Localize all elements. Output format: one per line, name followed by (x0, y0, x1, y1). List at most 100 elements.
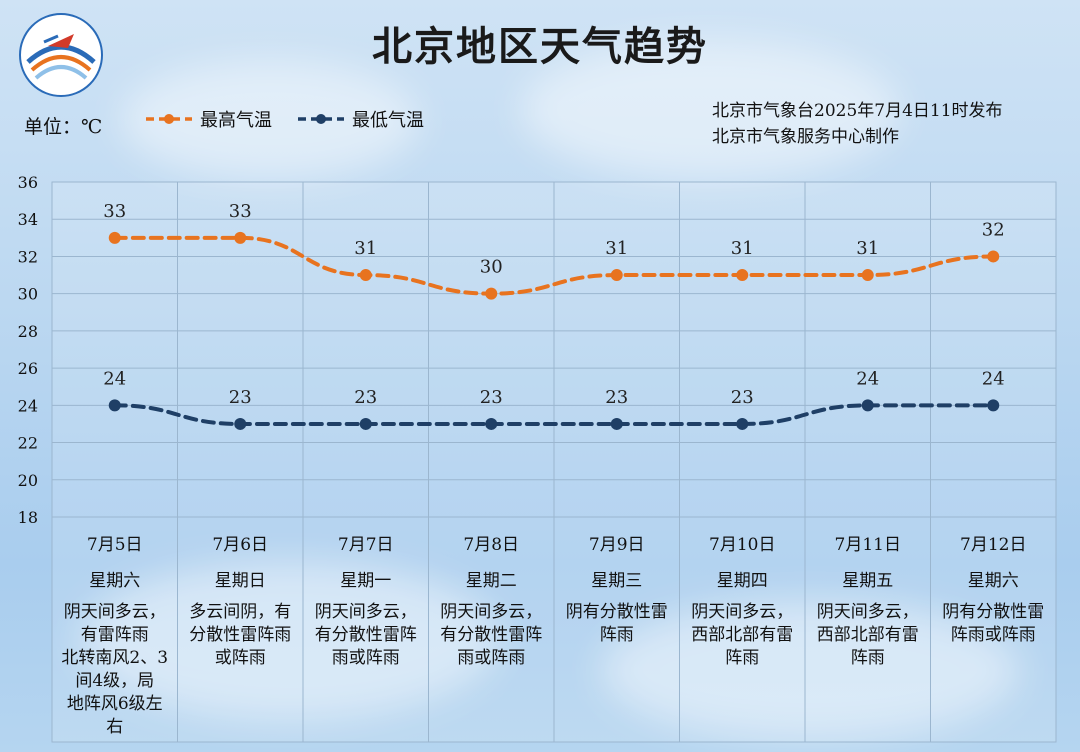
weather-description: 阴有分散性雷 阵雨或阵雨 (931, 601, 1057, 647)
legend-low-temp: 最低气温 (296, 106, 424, 132)
weekday-label: 星期六 (89, 571, 141, 591)
high-temp-data-label: 33 (103, 201, 126, 222)
high-temp-data-label: 31 (354, 238, 377, 259)
page-title: 北京地区天气趋势 (372, 23, 708, 70)
low-temp-point (610, 417, 623, 430)
low-temp-data-label: 23 (480, 387, 503, 408)
low-temp-line (112, 403, 996, 426)
weather-description: 阴天间多云， 西部北部有雷 阵雨 (680, 601, 806, 670)
weather-description-line: 分散性雷阵雨 (189, 625, 292, 645)
high-temp-data-label: 33 (229, 201, 252, 222)
high-temp-data-label: 30 (480, 257, 503, 278)
high-temp-point (359, 269, 372, 282)
low-temp-data-label: 23 (229, 387, 252, 408)
low-temp-data-label: 24 (103, 368, 126, 389)
legend-low-label: 最低气温 (352, 110, 424, 131)
weather-description-line: 有分散性雷阵 (314, 625, 417, 645)
high-temp-point (108, 231, 121, 244)
legend-high-label: 最高气温 (200, 110, 272, 131)
low-temp-point (485, 417, 498, 430)
low-temp-point (234, 417, 247, 430)
weekday-label: 星期四 (716, 571, 768, 591)
low-temp-data-label: 23 (354, 387, 377, 408)
weather-description-line: 雨或阵雨 (457, 648, 526, 668)
weekday-label: 星期六 (967, 571, 1019, 591)
y-tick-label: 18 (18, 508, 38, 527)
y-tick-label: 32 (18, 247, 38, 266)
y-tick-label: 24 (18, 396, 38, 415)
high-temp-point (736, 269, 749, 282)
low-temp-point (108, 399, 121, 412)
weather-description: 阴天间多云， 有分散性雷阵 雨或阵雨 (429, 601, 555, 670)
low-temp-point (987, 399, 1000, 412)
y-tick-label: 26 (18, 359, 38, 378)
issuer-info: 北京市气象台2025年7月4日11时发布 北京市气象服务中心制作 (712, 98, 1003, 150)
weather-description-line: 间4级，局 (75, 671, 155, 691)
y-tick-label: 30 (18, 285, 38, 304)
weather-description-line: 北转南风2、3 (61, 648, 169, 668)
weather-description-line: 阴天间多云， (314, 602, 417, 622)
legend-high-swatch (146, 114, 192, 124)
date-label: 7月12日 (960, 535, 1027, 555)
meteorological-service-logo (19, 13, 103, 97)
weather-description-line: 阴天间多云， (816, 602, 919, 622)
date-label: 7月5日 (86, 535, 143, 555)
date-label: 7月8日 (463, 535, 520, 555)
weather-description-line: 西部北部有雷 (816, 625, 919, 645)
low-temp-point (736, 417, 749, 430)
weather-description-line: 阴天间多云， (63, 602, 166, 622)
weather-description-line: 有雷阵雨 (80, 625, 149, 645)
weather-description-line: 阵雨 (599, 625, 634, 645)
high-temp-point (987, 250, 1000, 263)
high-temp-data-label: 31 (605, 238, 628, 259)
y-tick-label: 28 (18, 322, 38, 341)
weather-description: 多云间阴，有 分散性雷阵雨 或阵雨 (178, 601, 304, 670)
weekday-label: 星期一 (340, 571, 392, 591)
y-tick-label: 22 (18, 434, 38, 453)
high-temp-line (112, 235, 996, 296)
high-temp-point (485, 287, 498, 300)
low-temp-data-label: 23 (731, 387, 754, 408)
date-label: 7月11日 (834, 535, 901, 555)
weather-description-line: 右 (106, 717, 124, 737)
weather-description-line: 阴有分散性雷 (565, 602, 668, 622)
weekday-label: 星期三 (591, 571, 643, 591)
issuer-line-2: 北京市气象服务中心制作 (712, 127, 899, 147)
legend-low-swatch (298, 114, 344, 124)
weekday-label: 星期五 (842, 571, 894, 591)
weather-description-line: 西部北部有雷 (691, 625, 794, 645)
weekday-label: 星期二 (465, 571, 517, 591)
weather-description-line: 雨或阵雨 (331, 648, 400, 668)
weather-description-line: 阴有分散性雷 (942, 602, 1045, 622)
low-temp-data-label: 24 (982, 368, 1005, 389)
y-tick-label: 36 (18, 173, 38, 192)
weekday-label: 星期日 (214, 571, 266, 591)
y-tick-label: 34 (18, 210, 38, 229)
high-temp-point (610, 269, 623, 282)
high-temp-point (861, 269, 874, 282)
weather-description-line: 地阵风6级左 (66, 694, 163, 714)
weather-description-line: 或阵雨 (214, 648, 266, 668)
weather-description-line: 阵雨 (725, 648, 760, 668)
issuer-line-1: 北京市气象台2025年7月4日11时发布 (712, 101, 1003, 121)
date-label: 7月9日 (588, 535, 645, 555)
low-temp-point (359, 417, 372, 430)
weather-description: 阴天间多云， 西部北部有雷 阵雨 (805, 601, 931, 670)
unit-label: 单位：℃ (24, 116, 103, 138)
low-temp-data-label: 23 (605, 387, 628, 408)
date-label: 7月10日 (709, 535, 776, 555)
weather-description: 阴天间多云， 有分散性雷阵 雨或阵雨 (303, 601, 429, 670)
low-temp-point (861, 399, 874, 412)
weather-description-line: 阵雨或阵雨 (950, 625, 1036, 645)
date-label: 7月7日 (337, 535, 394, 555)
weather-description: 阴天间多云， 有雷阵雨北转南风2、3 间4级，局地阵风6级左右 (52, 601, 178, 739)
weather-description-line: 阴天间多云， (691, 602, 794, 622)
weather-description-line: 阴天间多云， (440, 602, 543, 622)
weather-description-line: 多云间阴，有 (189, 602, 292, 622)
weather-description-line: 阵雨 (850, 648, 885, 668)
high-temp-data-label: 32 (982, 219, 1005, 240)
high-temp-data-label: 31 (856, 238, 879, 259)
weather-description-line: 有分散性雷阵 (440, 625, 543, 645)
date-label: 7月6日 (212, 535, 269, 555)
